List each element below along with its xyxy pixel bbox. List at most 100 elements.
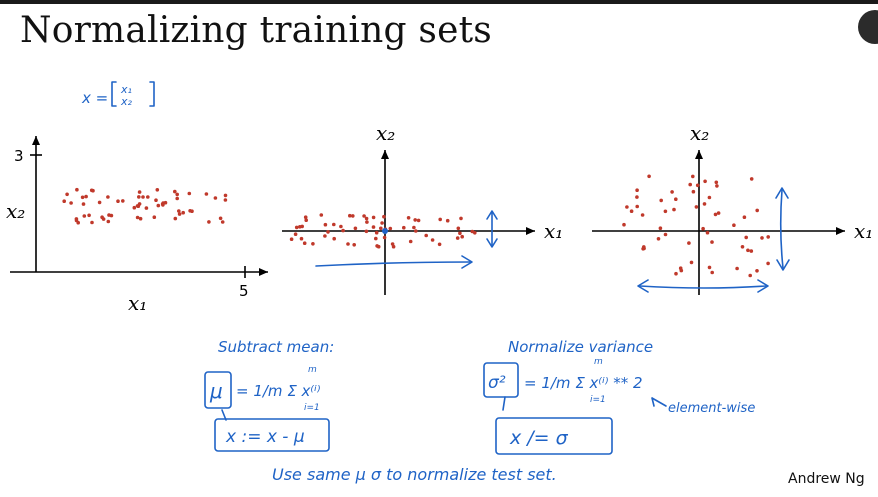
plot2-point <box>414 229 418 233</box>
author-credit: Andrew Ng <box>788 471 865 487</box>
plot1-point <box>175 196 179 201</box>
plot3-point <box>742 215 747 219</box>
corner-overlay <box>858 10 878 44</box>
plot1-x-label: x₁ <box>128 291 147 315</box>
plot3-point <box>656 237 661 241</box>
plot1-point <box>156 203 161 208</box>
mu-box <box>204 371 232 409</box>
mu-sum-top: m <box>308 365 317 375</box>
plot2-point <box>299 236 304 241</box>
plot3-point <box>688 182 692 187</box>
left-bracket <box>111 81 117 107</box>
plot2-point <box>293 232 298 236</box>
plot3-point <box>674 271 678 276</box>
plot1-point <box>181 210 185 215</box>
plot1-point <box>154 198 158 202</box>
plot1-point <box>82 214 87 218</box>
sigma-update-box <box>495 417 613 455</box>
plot1-point <box>163 200 168 205</box>
plot3-point <box>635 195 639 199</box>
plot2-point <box>445 218 450 223</box>
plot3-point <box>640 213 645 217</box>
normalize-variance-notes: Normalize variance σ² = 1/m Σ x⁽ⁱ⁾ ** 2 … <box>483 338 755 455</box>
plot2-point <box>371 225 376 229</box>
plot3-point <box>703 179 707 184</box>
plot1-y-label: x₂ <box>6 199 25 223</box>
plot2-vertical-arrowheads <box>486 210 498 248</box>
plot3-point <box>744 235 748 240</box>
plot3-point <box>746 248 750 253</box>
plot1-x-tick-label: 5 <box>239 282 249 300</box>
plot2-point <box>323 222 328 227</box>
plot1-point <box>177 209 181 213</box>
plot2-point <box>456 226 461 231</box>
plot2-point <box>391 244 396 249</box>
variance-heading: Normalize variance <box>508 338 653 356</box>
plot1-point <box>207 220 211 224</box>
subtract-mean-heading: Subtract mean: <box>218 338 334 356</box>
plot2-horizontal-arrowhead <box>461 255 473 269</box>
plot1-point <box>173 216 178 221</box>
plot2-point <box>341 228 345 233</box>
plot1-point <box>87 213 91 218</box>
right-bracket <box>149 81 155 107</box>
plot2-points <box>289 213 477 249</box>
plot1-point <box>173 189 177 194</box>
plot2-point <box>319 213 324 217</box>
plot3-point <box>705 230 710 235</box>
plot3-point <box>674 197 678 201</box>
plot3-point <box>732 223 736 227</box>
plot1-point <box>213 196 218 200</box>
vector-lhs: x = <box>81 89 108 107</box>
plot2-point <box>438 217 443 222</box>
plot3-point <box>716 211 721 215</box>
plot-centered: x₂ x₁ <box>282 121 563 295</box>
plot2-point <box>413 218 418 222</box>
plot2-point <box>382 235 387 240</box>
plot3-point <box>659 198 663 203</box>
plot3-y-label: x₂ <box>690 121 709 145</box>
plot1-point <box>223 198 228 202</box>
plot2-point <box>458 231 462 235</box>
plot3-point <box>749 249 754 253</box>
plot2-point <box>352 243 357 247</box>
plot2-point <box>374 236 378 241</box>
plot3-point <box>702 202 707 206</box>
plot1-point <box>100 215 104 219</box>
vector-entry-2: x₂ <box>120 95 133 108</box>
plot3-point <box>689 260 694 265</box>
plot2-point <box>402 225 406 230</box>
elementwise-note: element-wise <box>668 401 755 416</box>
plot2-point <box>371 215 376 220</box>
plot2-point <box>294 225 299 230</box>
plot3-point <box>663 209 668 214</box>
test-set-note: Use same μ σ to normalize test set. <box>272 465 557 484</box>
plot3-point <box>622 222 626 227</box>
plot3-point <box>687 241 691 245</box>
plot1-point <box>97 200 102 205</box>
mu-symbol: μ <box>209 379 223 403</box>
plot3-point <box>672 207 676 212</box>
plot3-point <box>642 245 646 249</box>
sigma-sum-top: m <box>594 357 603 367</box>
plot3-point <box>710 270 714 275</box>
plot1-point <box>187 191 192 196</box>
plot3-point <box>748 273 752 278</box>
plot2-point <box>346 242 350 246</box>
plot3-point <box>647 174 651 179</box>
plot3-point <box>707 265 712 270</box>
plot3-point <box>678 266 683 271</box>
plot1-point <box>220 220 225 224</box>
slide-title: Normalizing training sets <box>20 10 492 51</box>
plot3-point <box>749 177 754 181</box>
plot3-x-label: x₁ <box>854 219 873 243</box>
plot1-point <box>188 209 192 213</box>
sigma-sum-bottom: i=1 <box>590 395 606 405</box>
plot3-point <box>740 245 745 249</box>
plot1-point <box>175 192 179 197</box>
subtract-mean-notes: Subtract mean: μ = 1/m Σ x⁽ⁱ⁾ m i=1 x :=… <box>204 338 334 452</box>
plot2-point <box>298 225 302 229</box>
plot2-origin-marker <box>382 228 388 234</box>
plot2-point <box>460 234 465 239</box>
